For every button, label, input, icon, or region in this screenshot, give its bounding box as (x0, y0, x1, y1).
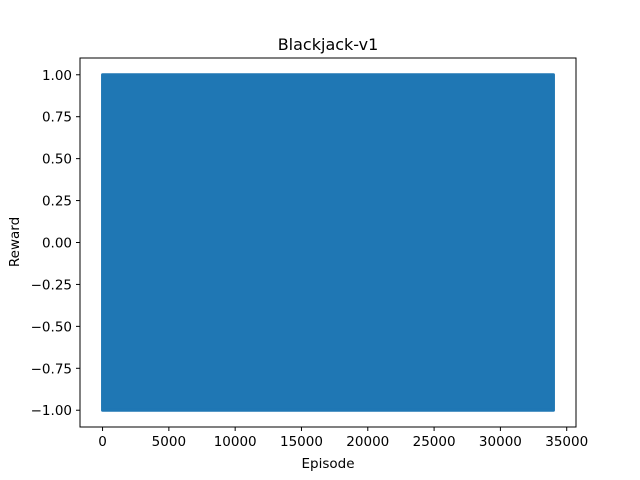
y-tick-label: 0.75 (42, 110, 72, 126)
y-tick-label: 0.25 (42, 194, 72, 210)
y-axis-ticks: −1.00 −0.75 −0.50 −0.25 0.00 0.25 0.50 0.75 1.00 (31, 68, 80, 419)
plot-area (101, 73, 555, 412)
x-tick-label: 5000 (152, 434, 186, 450)
y-tick-label: 0.00 (42, 236, 72, 252)
x-axis-label: Episode (301, 456, 354, 472)
series-0-edge (101, 73, 555, 412)
x-tick-label: 0 (98, 434, 107, 450)
chart-title: Blackjack-v1 (278, 35, 379, 54)
y-axis-label: Reward (7, 217, 23, 267)
series-0-line (101, 73, 555, 412)
y-tick-label: −0.25 (31, 277, 72, 293)
y-tick-label: 1.00 (42, 68, 72, 84)
x-tick-label: 10000 (214, 434, 257, 450)
y-tick-label: 0.50 (42, 152, 72, 168)
x-tick-label: 25000 (413, 434, 456, 450)
x-tick-label: 30000 (479, 434, 522, 450)
x-tick-label: 20000 (346, 434, 389, 450)
series-0-body (102, 74, 554, 411)
x-tick-label: 35000 (545, 434, 588, 450)
y-tick-label: −1.00 (31, 403, 72, 419)
y-tick-label: −0.75 (31, 361, 72, 377)
x-axis-ticks: 0 5000 10000 15000 20000 25000 30000 35000 (98, 427, 588, 450)
y-tick-label: −0.50 (31, 319, 72, 335)
x-tick-label: 15000 (280, 434, 323, 450)
